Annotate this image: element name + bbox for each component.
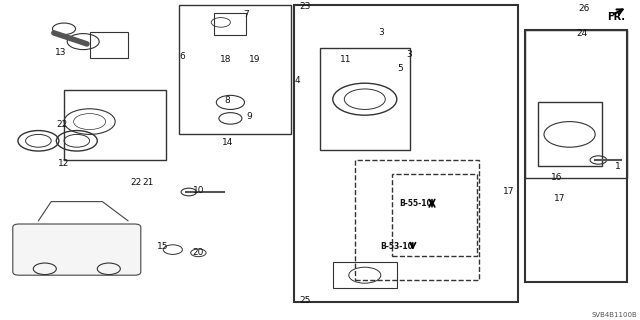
Text: 24: 24 — [577, 29, 588, 38]
Bar — [538, 102, 602, 166]
Bar — [214, 13, 246, 35]
Text: 21: 21 — [143, 178, 154, 187]
Text: 1: 1 — [615, 162, 620, 171]
Text: 16: 16 — [551, 173, 563, 182]
Text: FR.: FR. — [607, 12, 625, 22]
Text: 26: 26 — [578, 4, 589, 12]
Text: B-53-10: B-53-10 — [380, 242, 413, 251]
Bar — [333, 262, 397, 288]
Text: 14: 14 — [221, 138, 233, 147]
Text: 12: 12 — [58, 159, 70, 168]
Text: 9: 9 — [247, 112, 252, 121]
Text: 20: 20 — [193, 248, 204, 257]
Text: 8: 8 — [225, 96, 230, 105]
Text: 22: 22 — [56, 120, 68, 129]
Bar — [320, 48, 410, 150]
Text: 13: 13 — [55, 48, 67, 57]
Bar — [90, 32, 128, 58]
Text: 23: 23 — [299, 2, 310, 11]
Text: 5: 5 — [397, 64, 403, 73]
Text: 7: 7 — [244, 10, 249, 19]
Text: 19: 19 — [249, 55, 260, 64]
Text: B-55-10: B-55-10 — [399, 199, 433, 208]
Text: 18: 18 — [220, 55, 231, 64]
Text: 11: 11 — [340, 55, 351, 64]
Text: 10: 10 — [193, 186, 204, 195]
Text: 25: 25 — [300, 296, 311, 305]
Text: 6: 6 — [180, 52, 185, 60]
Text: 3: 3 — [378, 28, 383, 36]
Text: 17: 17 — [503, 188, 515, 196]
Text: 17: 17 — [554, 194, 566, 203]
Text: 15: 15 — [157, 242, 169, 251]
Text: 4: 4 — [295, 76, 300, 84]
Text: SVB4B1100B: SVB4B1100B — [591, 312, 637, 318]
FancyBboxPatch shape — [13, 224, 141, 275]
Bar — [64, 90, 166, 160]
Text: 3: 3 — [407, 50, 412, 59]
Text: 22: 22 — [130, 178, 141, 187]
